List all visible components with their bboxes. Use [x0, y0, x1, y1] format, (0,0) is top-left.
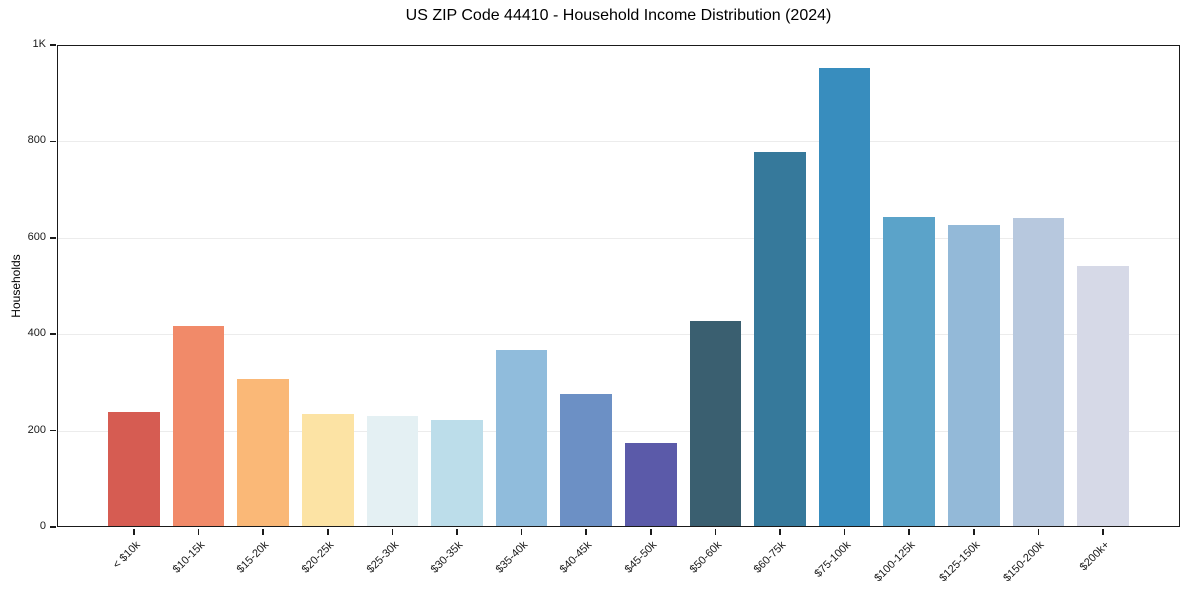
y-tick-label: 400: [27, 327, 46, 340]
bar: [1012, 218, 1065, 527]
bar: [495, 349, 548, 527]
gridline: [57, 237, 1180, 239]
bar: [689, 321, 742, 527]
x-tick-mark: [456, 528, 458, 535]
bar: [431, 419, 483, 527]
y-tick-label: 0: [39, 520, 46, 532]
bar: [366, 416, 419, 527]
x-tick-label: $15-20k: [235, 539, 272, 576]
y-tick-label: 1K: [32, 38, 46, 50]
x-tick-mark: [520, 528, 523, 535]
x-tick-mark: [714, 528, 717, 535]
x-tick-label: < $10k: [110, 539, 143, 572]
bar: [947, 224, 1000, 527]
bar: [560, 393, 613, 527]
y-tick-label: 200: [27, 423, 46, 436]
x-tick-label: $25-30k: [364, 539, 401, 576]
x-tick-mark: [908, 528, 910, 535]
x-tick-label: $45-50k: [622, 539, 660, 576]
x-tick-mark: [391, 528, 394, 535]
x-tick-mark: [650, 528, 652, 535]
plot-area: 0 200 400 600 800 1K < $10k $10-15k $15-20k $20-2…: [28, 38, 1180, 584]
y-tick-label: 600: [27, 230, 46, 243]
y-tick-label: 800: [27, 134, 46, 147]
chart-title: US ZIP Code 44410 - Household Income Dis…: [405, 7, 832, 24]
x-tick-mark: [1102, 528, 1104, 535]
x-tick-mark: [133, 528, 135, 535]
x-tick-mark: [262, 528, 264, 535]
bar: [818, 68, 871, 527]
gridline: [57, 430, 1180, 432]
bar: [172, 326, 225, 527]
y-axis-label: Households: [9, 254, 23, 318]
gridline: [57, 141, 1180, 143]
x-tick-mark: [327, 528, 329, 535]
bar: [1077, 266, 1129, 527]
x-tick-label: $100-125k: [872, 539, 918, 585]
y-tick-mark: [49, 44, 56, 46]
x-tick-label: $35-40k: [493, 539, 531, 576]
bar: [754, 152, 806, 527]
x-tick-mark: [779, 528, 781, 535]
y-tick-mark: [49, 333, 56, 335]
gridline: [57, 334, 1180, 336]
x-tick-mark: [973, 528, 975, 535]
x-tick-label: $30-35k: [428, 539, 466, 576]
x-tick-label: $10-15k: [170, 539, 208, 576]
x-tick-label: $150-200k: [1001, 539, 1047, 585]
x-tick-mark: [585, 528, 587, 535]
bar: [301, 414, 354, 527]
x-tick-label: $40-45k: [558, 539, 595, 576]
bar: [108, 412, 160, 527]
x-tick-label: $60-75k: [751, 539, 789, 576]
x-tick-label: $50-60k: [687, 539, 724, 576]
x-tick-mark: [1037, 528, 1040, 535]
x-tick-label: $200k+: [1077, 539, 1112, 574]
plot-border: [57, 45, 1180, 527]
y-tick-mark: [49, 526, 56, 528]
bar: [237, 379, 290, 527]
bar: [883, 216, 936, 527]
x-tick-label: $125-150k: [937, 539, 983, 585]
y-tick-mark: [49, 140, 56, 143]
x-tick-mark: [843, 528, 846, 535]
x-tick-label: $20-25k: [299, 539, 337, 576]
y-tick-mark: [49, 237, 56, 239]
y-tick-mark: [49, 429, 56, 432]
x-tick-label: $75-100k: [812, 539, 854, 580]
x-tick-mark: [197, 528, 200, 535]
bar: [624, 442, 677, 527]
